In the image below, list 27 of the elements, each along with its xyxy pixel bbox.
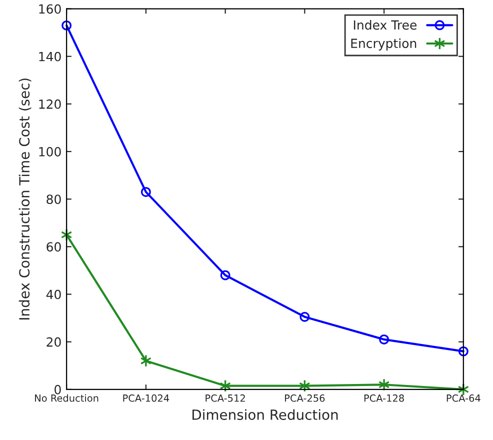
y-tick-label: 20 bbox=[46, 337, 61, 347]
x-tick-label: PCA-256 bbox=[285, 394, 325, 402]
y-tick-label: 120 bbox=[39, 99, 61, 109]
y-tick-label: 140 bbox=[39, 52, 61, 62]
y-tick-label: 100 bbox=[39, 146, 61, 156]
x-tick-label: No Reduction bbox=[35, 394, 98, 402]
point bbox=[220, 270, 230, 280]
y-tick-label: 160 bbox=[39, 4, 61, 14]
point bbox=[458, 346, 468, 356]
x-tick-label: PCA-1024 bbox=[123, 394, 170, 402]
point bbox=[62, 20, 72, 30]
point bbox=[300, 312, 310, 322]
y-tick-label: 40 bbox=[46, 290, 61, 300]
x-tick-label: PCA-512 bbox=[206, 394, 245, 402]
x-tick-label: PCA-64 bbox=[446, 394, 480, 402]
legend-label: Encryption bbox=[351, 38, 416, 50]
point bbox=[140, 354, 152, 368]
x-axis-title: Dimension Reduction bbox=[192, 409, 338, 420]
y-axis-title: Index Construction Time Cost (sec) bbox=[18, 78, 32, 320]
legend-label: Index Tree bbox=[354, 20, 416, 30]
y-tick-label: 80 bbox=[46, 194, 61, 204]
point bbox=[379, 334, 390, 344]
point bbox=[140, 186, 151, 197]
y-tick-label: 0 bbox=[54, 384, 61, 394]
y-tick-label: 60 bbox=[46, 242, 61, 252]
point bbox=[378, 378, 390, 392]
x-tick-label: PCA-128 bbox=[364, 394, 404, 402]
